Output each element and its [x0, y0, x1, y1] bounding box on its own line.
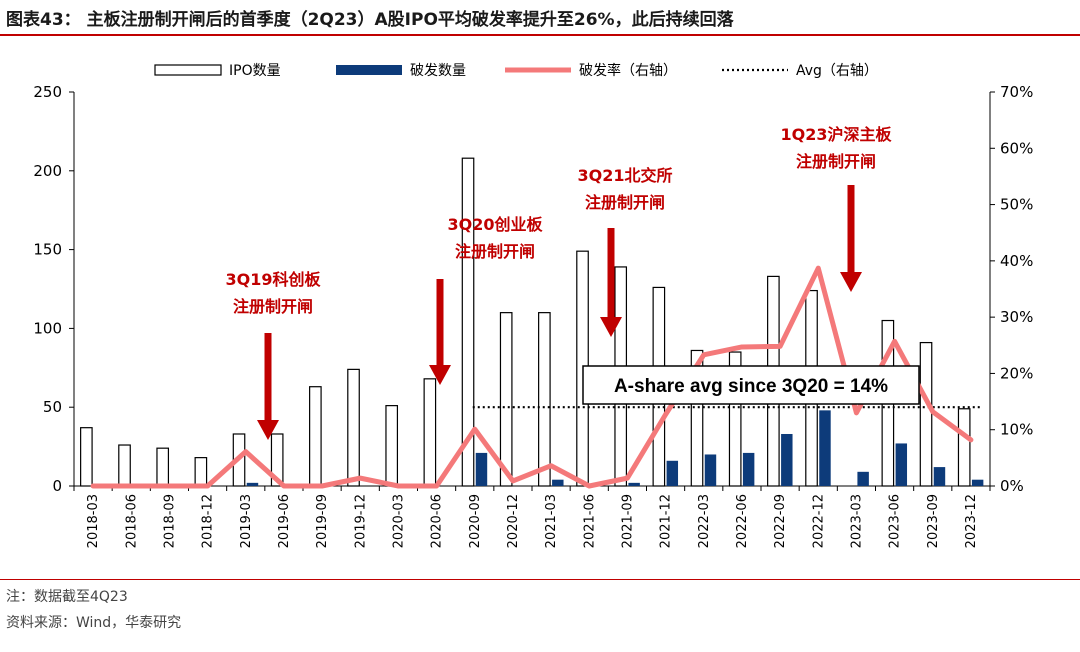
annotation-arrow-head: [257, 420, 279, 440]
x-tick-label: 2020-06: [430, 494, 445, 548]
annotation-text: 注册制开闸: [585, 193, 665, 212]
annotation-text: 1Q23沪深主板: [780, 125, 892, 144]
x-tick-label: 2020-12: [506, 494, 521, 548]
ipo-count-bar: [423, 378, 437, 487]
left-tick-label: 100: [33, 319, 62, 337]
broken-count-bar: [895, 443, 908, 486]
bottom-rule: [0, 579, 1080, 580]
annotation-text: 注册制开闸: [796, 152, 876, 171]
left-tick-label: 250: [33, 83, 62, 101]
left-tick-label: 50: [43, 398, 62, 416]
x-tick-label: 2018-03: [86, 494, 101, 548]
annotation-arrow-shaft: [607, 228, 615, 319]
annotation-text: 注册制开闸: [233, 297, 313, 316]
broken-count-bar: [628, 482, 640, 486]
annotation-text: 3Q21北交所: [577, 166, 672, 185]
x-tick-label: 2022-12: [811, 494, 826, 548]
ipo-count-bar: [919, 341, 933, 487]
annotation-text: 3Q19科创板: [225, 270, 321, 289]
legend-label: 破发率（右轴）: [579, 62, 677, 79]
annotation-arrow-shaft: [436, 279, 444, 367]
x-tick-label: 2023-06: [888, 494, 903, 548]
left-tick-label: 0: [52, 477, 62, 495]
broken-count-bar: [781, 433, 793, 486]
x-tick-label: 2019-03: [239, 494, 254, 548]
broken-count-bar: [552, 479, 564, 486]
broken-count-bar: [819, 410, 831, 486]
annotation-text: 注册制开闸: [455, 242, 535, 261]
right-tick-label: 20%: [1000, 364, 1033, 382]
right-tick-label: 0%: [1000, 477, 1024, 495]
annotation-arrow-head: [840, 272, 862, 292]
figure-title: 图表43： 主板注册制开闸后的首季度（2Q23）A股IPO平均破发率提升至26%…: [6, 10, 734, 30]
x-tick-label: 2021-12: [659, 494, 674, 548]
x-tick-label: 2020-09: [468, 494, 483, 548]
ipo-count-bar: [309, 386, 322, 487]
legend-swatch-ipo: [154, 64, 222, 76]
x-tick-label: 2018-09: [162, 494, 177, 548]
x-tick-label: 2023-03: [849, 494, 864, 548]
left-tick-label: 200: [33, 162, 62, 180]
chart-canvas: 0 50 100 150 200 250 0% 10% 20% 30% 40% 50% 60% 70% 20…: [33, 62, 1033, 548]
footnote: 注：数据截至4Q23: [6, 589, 128, 605]
ipo-count-bar: [194, 457, 208, 487]
right-tick-label: 30%: [1000, 308, 1033, 326]
legend-label: IPO数量: [229, 63, 281, 79]
ipo-count-bar: [80, 427, 93, 487]
x-tick-label: 2023-09: [926, 494, 941, 548]
broken-count-bar: [704, 454, 717, 486]
title-row: 图表43： 主板注册制开闸后的首季度（2Q23）A股IPO平均破发率提升至26%…: [0, 0, 1080, 34]
right-tick-label: 60%: [1000, 139, 1033, 157]
ipo-count-bar: [690, 349, 704, 487]
annotation-arrow-head: [429, 365, 451, 385]
x-tick-label: 2022-03: [697, 494, 712, 548]
broken-count-bar: [933, 467, 946, 486]
source-note: 资料来源：Wind，华泰研究: [6, 615, 182, 631]
broken-count-bar: [742, 452, 755, 486]
x-tick-label: 2021-03: [544, 494, 559, 548]
ipo-count-bar: [270, 433, 284, 487]
x-tick-label: 2018-12: [201, 494, 216, 548]
x-tick-label: 2019-09: [315, 494, 330, 548]
ipo-count-bar: [461, 157, 475, 487]
ipo-count-bar: [957, 408, 971, 487]
legend-swatch-broken: [336, 65, 402, 75]
ipo-count-bar: [156, 447, 170, 487]
legend-label: Avg（右轴）: [796, 63, 878, 79]
x-tick-label: 2021-09: [620, 494, 635, 548]
annotation-arrow-shaft: [264, 333, 272, 422]
legend-label: 破发数量: [410, 63, 466, 79]
annotation-arrow-head: [600, 317, 622, 337]
x-tick-label: 2022-09: [773, 494, 788, 548]
ipo-count-bar: [385, 405, 399, 487]
right-tick-label: 40%: [1000, 252, 1033, 270]
x-tick-label: 2020-03: [391, 494, 406, 548]
x-tick-label: 2019-12: [353, 494, 368, 548]
x-tick-label: 2023-12: [964, 494, 979, 548]
left-tick-label: 150: [33, 241, 62, 259]
ipo-count-bar: [118, 444, 131, 487]
x-tick-label: 2021-06: [582, 494, 597, 548]
ipo-count-bar: [728, 351, 742, 487]
x-tick-label: 2022-06: [735, 494, 750, 548]
right-tick-label: 10%: [1000, 421, 1033, 439]
breakage-rate-line: [90, 265, 974, 489]
ipo-count-bar: [347, 368, 360, 487]
annotation-arrow-shaft: [847, 185, 855, 274]
ipo-count-bar: [538, 312, 551, 487]
x-tick-label: 2018-06: [124, 494, 139, 548]
right-tick-label: 70%: [1000, 83, 1033, 101]
broken-count-bar: [971, 479, 984, 486]
annotation-text: 3Q20创业板: [447, 215, 543, 234]
x-tick-label: 2019-06: [277, 494, 292, 548]
avg-callout-box: [582, 365, 920, 405]
ipo-count-bar: [499, 312, 513, 487]
broken-count-bar: [475, 452, 488, 486]
right-tick-label: 50%: [1000, 196, 1033, 214]
avg-callout-text: A-share avg since 3Q20 = 14%: [614, 376, 888, 397]
title-rule: [0, 34, 1080, 36]
broken-count-bar: [246, 482, 259, 486]
broken-count-bar: [666, 460, 679, 486]
broken-count-bar: [857, 471, 869, 486]
